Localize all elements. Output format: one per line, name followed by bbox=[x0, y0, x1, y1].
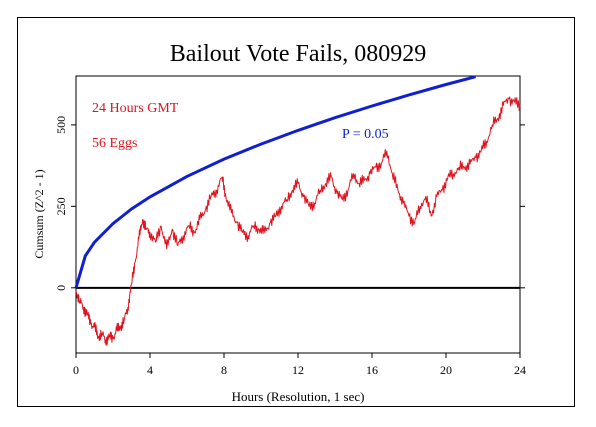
chart-marks bbox=[74, 75, 521, 346]
chart-canvas: Bailout Vote Fails, 080929 Hours (Resolu… bbox=[32, 41, 526, 404]
x-tick-label: 0 bbox=[73, 363, 79, 377]
significance-curve bbox=[74, 75, 476, 289]
y-axis-label: Cumsum (Z^2 - 1) bbox=[32, 169, 46, 258]
x-tick-label: 4 bbox=[147, 363, 153, 377]
x-tick-label: 16 bbox=[366, 363, 378, 377]
y-tick-label: 0 bbox=[54, 285, 68, 291]
x-axis-label: Hours (Resolution, 1 sec) bbox=[232, 389, 365, 404]
chart-title: Bailout Vote Fails, 080929 bbox=[170, 41, 426, 67]
x-tick-label: 12 bbox=[292, 363, 304, 377]
cumsum-series-line bbox=[75, 96, 521, 346]
annotation-56-eggs: 56 Eggs bbox=[92, 136, 138, 151]
plot-area bbox=[75, 75, 521, 354]
y-tick-label: 500 bbox=[54, 116, 68, 134]
x-tick-label: 20 bbox=[440, 363, 452, 377]
y-tick-label: 250 bbox=[54, 197, 68, 215]
annotation-p-value: P = 0.05 bbox=[342, 127, 389, 142]
x-tick-label: 24 bbox=[514, 363, 526, 377]
x-tick-label: 8 bbox=[221, 363, 227, 377]
chart-frame: Bailout Vote Fails, 080929 Hours (Resolu… bbox=[17, 17, 575, 407]
axis-ticks: 0 4 8 12 16 20 24 0 250 500 bbox=[54, 116, 526, 377]
annotation-24-hours-gmt: 24 Hours GMT bbox=[92, 101, 179, 116]
